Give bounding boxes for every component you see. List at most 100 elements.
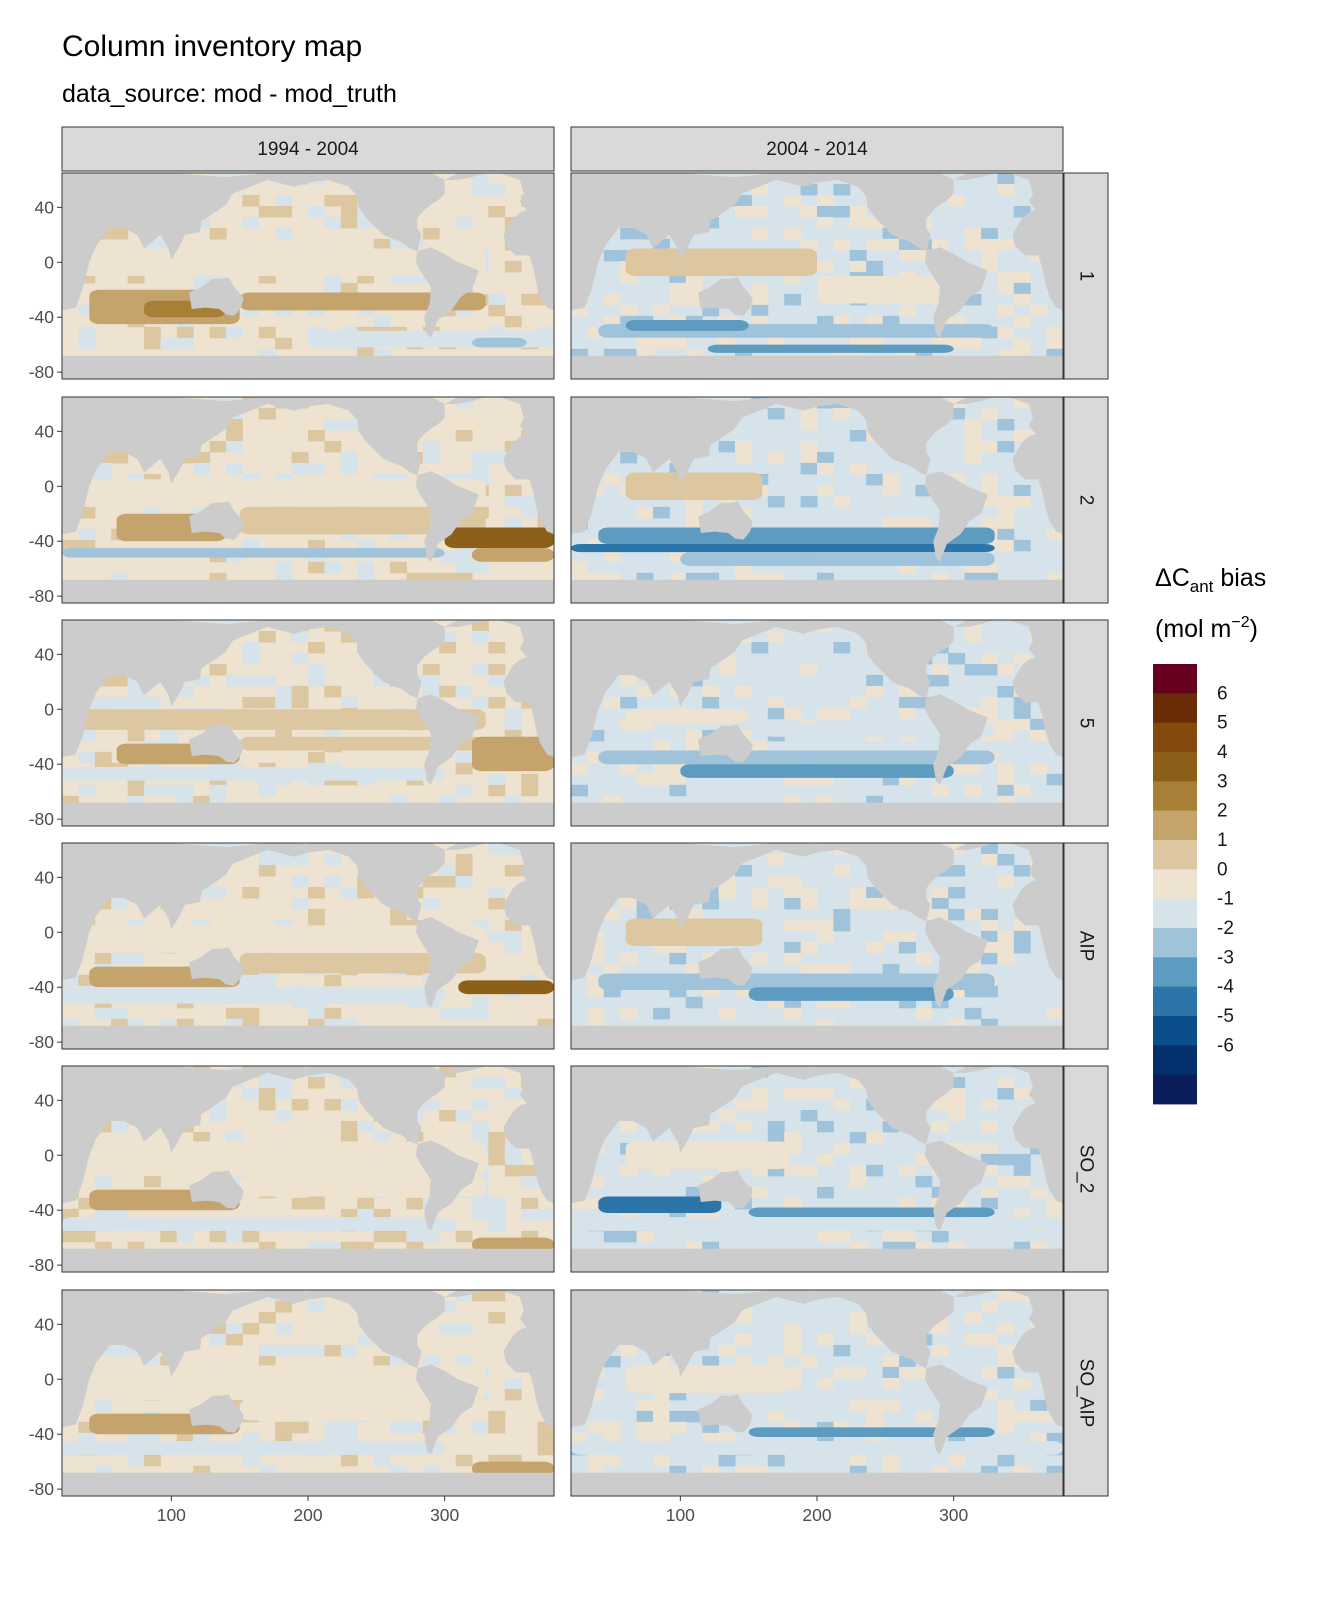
bias-cell <box>620 897 638 910</box>
bias-cell <box>800 1355 818 1368</box>
bias-cell <box>1030 1432 1048 1445</box>
bias-cell <box>78 784 96 797</box>
facet-row-strip-3 <box>1063 842 1109 1050</box>
bias-cell <box>620 1007 638 1020</box>
bias-cell <box>1013 1410 1031 1423</box>
bias-cell <box>751 227 769 240</box>
bias-cell <box>340 418 358 431</box>
bias-cell <box>800 941 818 954</box>
bias-cell <box>669 550 687 563</box>
bias-cell <box>899 996 916 1009</box>
bias-cell <box>144 1175 161 1188</box>
bias-cell <box>291 1344 309 1357</box>
bias-cell <box>308 1241 325 1254</box>
bias-cell <box>751 282 769 295</box>
bias-cell <box>735 1465 752 1478</box>
bias-cell <box>981 1120 998 1133</box>
bias-cell <box>800 205 818 218</box>
bias-cell <box>981 260 998 273</box>
bias-cell <box>324 1018 342 1031</box>
bias-cell <box>422 897 440 910</box>
bias-band <box>239 506 486 535</box>
land-mass <box>925 1140 988 1231</box>
bias-cell <box>1013 205 1031 218</box>
bias-cell <box>111 1208 129 1221</box>
bias-cell <box>193 674 211 687</box>
bias-cell <box>78 751 96 764</box>
bias-cell <box>915 1153 933 1166</box>
bias-cell <box>784 1377 802 1390</box>
map-panel <box>570 842 1064 1050</box>
bias-cell <box>472 996 489 1009</box>
bias-cell <box>144 1432 161 1445</box>
bias-band <box>571 1441 1063 1455</box>
bias-cell <box>587 572 605 585</box>
bias-cell <box>948 1087 966 1100</box>
land-mass <box>698 501 753 540</box>
bias-cell <box>981 561 998 574</box>
bias-cell <box>997 282 1015 295</box>
bias-cell <box>800 407 818 420</box>
bias-cell <box>537 1421 554 1434</box>
bias-cell <box>455 1109 473 1122</box>
land-mass <box>1008 1290 1063 1428</box>
bias-cell <box>849 1465 867 1478</box>
bias-cell <box>751 641 769 654</box>
bias-cell <box>324 1432 342 1445</box>
land-mass <box>953 620 995 627</box>
bias-cell <box>291 875 309 888</box>
bias-cell <box>373 1454 391 1467</box>
bias-cell <box>226 1007 243 1020</box>
bias-cell <box>242 974 260 987</box>
bias-cell <box>866 1432 884 1445</box>
bias-cell <box>571 348 588 361</box>
bias-cell <box>603 1421 621 1434</box>
bias-cell <box>702 897 720 910</box>
legend-swatch <box>1153 869 1197 900</box>
bias-cell <box>258 864 276 877</box>
bias-cell <box>784 1007 802 1020</box>
bias-cell <box>587 1454 605 1467</box>
bias-cell <box>931 1322 949 1335</box>
bias-cell <box>144 1355 161 1368</box>
bias-cell <box>308 674 325 687</box>
bias-cell <box>324 1344 342 1357</box>
bias-cell <box>899 348 916 361</box>
bias-cell <box>767 875 785 888</box>
bias-cell <box>1046 572 1063 585</box>
legend-swatch <box>1153 810 1197 841</box>
bias-cell <box>242 1007 260 1020</box>
bias-band <box>62 766 445 781</box>
bias-cell <box>636 1421 654 1434</box>
bias-cell <box>849 1322 867 1335</box>
bias-cell <box>226 440 243 453</box>
legend-swatch <box>1153 1045 1197 1076</box>
bias-cell <box>258 1241 276 1254</box>
land-mass <box>189 277 244 316</box>
bias-cell <box>948 864 966 877</box>
bias-cell <box>78 974 96 987</box>
bias-cell <box>587 1007 605 1020</box>
bias-cell <box>997 663 1015 676</box>
land-mass <box>189 947 244 986</box>
bias-cell <box>702 696 720 709</box>
bias-cell <box>340 1018 358 1031</box>
bias-band <box>239 292 486 311</box>
bias-cell <box>849 886 867 899</box>
bias-cell <box>226 1333 243 1346</box>
bias-cell <box>111 696 129 709</box>
bias-cell <box>751 740 769 753</box>
land-mass <box>499 173 554 311</box>
bias-cell <box>817 260 834 273</box>
bias-cell <box>308 1300 325 1313</box>
facet-row-label: 2 <box>1076 495 1097 506</box>
bias-cell <box>504 260 522 273</box>
bias-cell <box>242 674 260 687</box>
bias-cell <box>735 685 752 698</box>
bias-cell <box>866 685 884 698</box>
bias-cell <box>997 183 1015 196</box>
bias-cell <box>488 1076 506 1089</box>
bias-cell <box>176 1432 194 1445</box>
bias-cell <box>340 1454 358 1467</box>
bias-cell <box>685 271 703 284</box>
